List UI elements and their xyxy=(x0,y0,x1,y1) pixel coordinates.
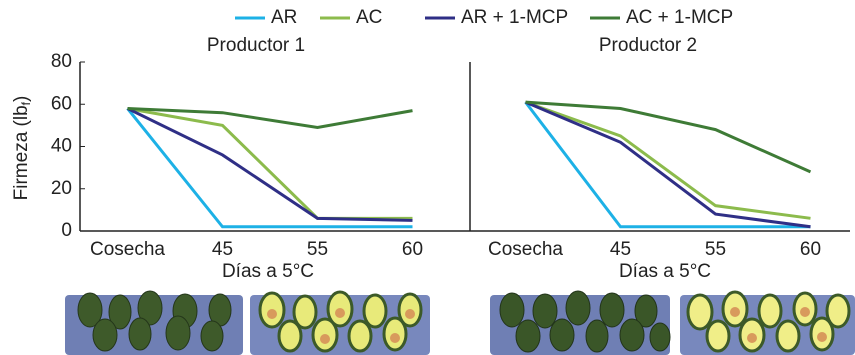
x-axis-label: Días a 5°C xyxy=(619,261,711,282)
legend-label: AC xyxy=(356,7,382,28)
legend-label: AR xyxy=(271,7,297,28)
x-tick-label: Cosecha xyxy=(488,239,563,260)
y-tick-label: 40 xyxy=(51,136,72,157)
x-tick-label: 55 xyxy=(705,239,726,260)
series-line xyxy=(524,100,811,229)
series-line xyxy=(126,107,413,229)
legend-label: AC + 1-MCP xyxy=(626,7,733,28)
series-line xyxy=(127,106,413,130)
panel-title: Productor 2 xyxy=(599,35,697,56)
x-tick-label: 45 xyxy=(212,239,233,260)
y-tick-label: 80 xyxy=(51,51,72,72)
series-line xyxy=(525,100,812,174)
x-axis-label: Días a 5°C xyxy=(222,261,314,282)
x-tick-label: 60 xyxy=(800,239,821,260)
y-tick-label: 60 xyxy=(51,93,72,114)
x-tick-label: 55 xyxy=(307,239,328,260)
x-tick-label: 45 xyxy=(610,239,631,260)
panel-title: Productor 1 xyxy=(207,35,305,56)
photos xyxy=(65,290,855,355)
x-tick-label: 60 xyxy=(402,239,423,260)
legend-label: AR + 1-MCP xyxy=(461,7,568,28)
series-line xyxy=(524,100,811,220)
series-line xyxy=(126,107,413,222)
y-tick-label: 20 xyxy=(51,178,72,199)
y-tick-label: 0 xyxy=(61,220,72,241)
y-axis-label: Firmeza (lbf) xyxy=(11,96,33,201)
series-line xyxy=(524,101,811,229)
x-tick-label: Cosecha xyxy=(90,239,165,260)
